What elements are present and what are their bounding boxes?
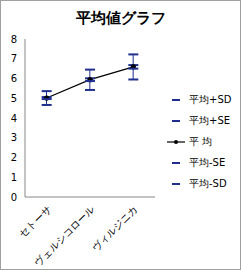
html-text:平均値グラフ: 平均値グラフ <box>75 9 166 27</box>
html-text:平均+SE: 平均+SE <box>189 114 230 126</box>
svg-text:5: 5 <box>11 93 17 104</box>
html-text:平均-SD: 平均-SD <box>189 177 227 189</box>
html-text:平均-SE: 平均-SE <box>189 156 226 168</box>
svg-text:7: 7 <box>11 53 17 64</box>
svg-text:0: 0 <box>11 192 17 203</box>
svg-text:ヴェルシコロール: ヴェルシコロール <box>32 204 96 267</box>
html-text:平均+SD: 平均+SD <box>189 93 232 105</box>
svg-text:8: 8 <box>11 34 17 45</box>
svg-text:4: 4 <box>11 113 17 124</box>
svg-text:セトーサ: セトーサ <box>17 204 53 240</box>
svg-text:2: 2 <box>11 152 17 163</box>
svg-text:1: 1 <box>11 172 17 183</box>
svg-text:6: 6 <box>11 73 17 84</box>
svg-text:3: 3 <box>11 132 17 143</box>
html-text:平 均: 平 均 <box>189 135 213 147</box>
svg-text:ヴィルジニカ: ヴィルジニカ <box>90 204 140 254</box>
